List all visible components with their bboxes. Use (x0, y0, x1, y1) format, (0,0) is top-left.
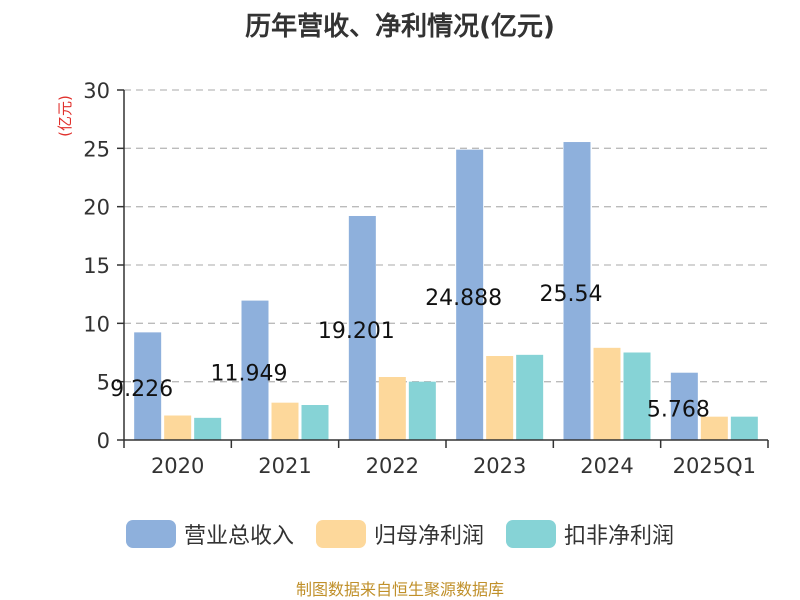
data-label: 24.888 (425, 286, 502, 311)
bar (378, 377, 406, 440)
x-tick-label: 2020 (151, 454, 204, 478)
legend-swatch-revenue (125, 520, 176, 548)
legend: 营业总收入 归母净利润 扣非净利润 (0, 516, 800, 552)
data-label: 25.54 (540, 282, 603, 307)
bars (134, 142, 758, 441)
y-tick-label: 20 (83, 196, 110, 220)
y-tick-label: 10 (83, 312, 110, 336)
x-tick-label: 2024 (580, 454, 633, 478)
legend-label-revenue: 营业总收入 (183, 524, 294, 549)
y-axis-label: (亿元) (56, 95, 74, 137)
y-tick-label: 5 (97, 371, 110, 395)
legend-item-net-profit[interactable]: 归母净利润 (315, 518, 484, 550)
legend-label-deducted-profit: 扣非净利润 (564, 524, 675, 549)
x-tick-label: 2023 (473, 454, 526, 478)
y-tick-label: 25 (83, 137, 110, 161)
bar (700, 416, 728, 440)
y-tick-label: 0 (97, 429, 110, 453)
y-tick-label: 15 (83, 254, 110, 278)
axes: 0 5 10 15 20 25 30 2020 2021 2022 2023 2024 2025Q1 (83, 79, 769, 478)
bar (164, 415, 192, 440)
data-labels: 9.226 11.949 19.201 24.888 25.54 5.768 (110, 282, 710, 422)
bar (456, 149, 484, 440)
bar (348, 215, 376, 440)
bar (563, 142, 591, 441)
bar (134, 332, 162, 440)
data-label: 11.949 (211, 361, 288, 386)
bar (271, 402, 299, 440)
bar (241, 300, 269, 440)
legend-swatch-deducted-profit (506, 520, 556, 548)
legend-item-revenue[interactable]: 营业总收入 (125, 518, 294, 550)
source-note: 制图数据来自恒生聚源数据库 (295, 580, 504, 599)
bar (516, 354, 544, 440)
bar (408, 381, 436, 440)
bar (670, 372, 698, 440)
grid-lines (124, 89, 768, 383)
x-tick-label: 2021 (258, 454, 311, 478)
x-tick-label: 2025Q1 (673, 454, 756, 478)
bar (301, 405, 329, 440)
bar (623, 352, 651, 440)
bar (730, 416, 758, 440)
bar (194, 417, 222, 440)
chart-title: 历年营收、净利情况(亿元) (245, 12, 555, 42)
data-label: 5.768 (647, 397, 710, 422)
legend-swatch-net-profit (315, 520, 366, 548)
data-label: 19.201 (318, 319, 395, 344)
data-label: 9.226 (110, 377, 173, 402)
y-tick-label: 30 (83, 79, 110, 103)
legend-label-net-profit: 归母净利润 (373, 524, 484, 549)
bar (486, 356, 514, 440)
x-tick-label: 2022 (366, 454, 419, 478)
bar (593, 347, 621, 440)
legend-item-deducted-profit[interactable]: 扣非净利润 (506, 518, 674, 550)
